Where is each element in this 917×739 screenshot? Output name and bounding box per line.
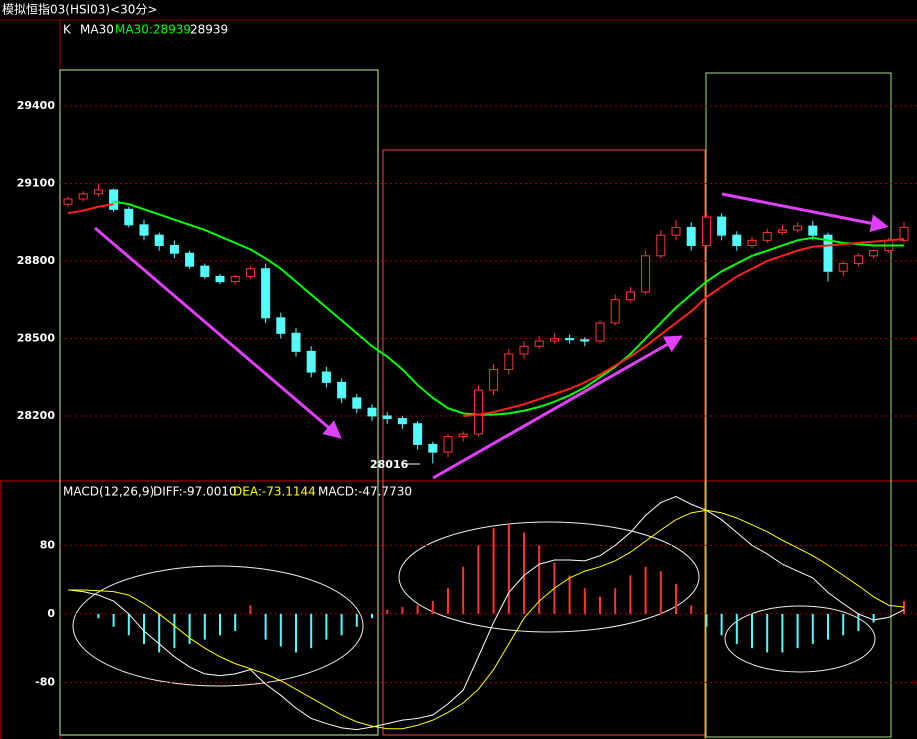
candle-body <box>63 198 73 205</box>
annotation: 28016 <box>370 458 409 471</box>
candle-body <box>656 234 666 257</box>
line-series <box>67 203 905 417</box>
candle-body <box>671 226 681 236</box>
candle-body <box>519 345 529 355</box>
candle-body <box>78 193 88 200</box>
legend: DIFF:-97.0010 <box>153 485 237 499</box>
candle-body <box>109 189 119 210</box>
candle-body <box>458 433 468 438</box>
candle-body <box>899 226 909 241</box>
plot: 28200 28500 28800 29100 29400 -80 0 80 <box>17 99 917 731</box>
candle-body <box>382 415 392 420</box>
candle-body <box>321 371 331 383</box>
candle-body <box>185 252 195 267</box>
candle-body <box>823 234 833 272</box>
highlight-box <box>705 72 892 738</box>
candle-body <box>610 299 620 324</box>
y-tick-label: 28500 <box>17 331 56 344</box>
candle-body <box>276 317 286 334</box>
candle-body <box>169 244 179 254</box>
candle-body <box>215 275 225 283</box>
candle-body <box>580 339 590 342</box>
y-tick-label: 29100 <box>17 176 56 189</box>
candle-body <box>625 291 635 301</box>
ellipse <box>724 605 876 673</box>
y-tick-label: 0 <box>47 607 55 620</box>
y-tick-label: 28800 <box>17 254 56 267</box>
candle-body <box>504 353 514 370</box>
y-tick-label: 29400 <box>17 99 56 112</box>
candle-body <box>367 407 377 417</box>
candle-body <box>230 275 240 283</box>
legend: MA30 <box>80 23 114 37</box>
arrow <box>721 192 889 233</box>
candle-body <box>139 224 149 236</box>
candle-body <box>732 234 742 246</box>
legend: MA30:28939 <box>115 23 191 37</box>
candle-body <box>534 340 544 347</box>
candle-body <box>853 255 863 265</box>
legend: K <box>63 23 72 37</box>
candle-body <box>200 265 210 277</box>
candle-body <box>793 225 803 231</box>
highlight-box <box>59 69 379 736</box>
candle-body <box>641 255 651 293</box>
y-tick-label: -80 <box>35 675 55 688</box>
candle-body <box>686 226 696 246</box>
candle-body <box>93 189 103 195</box>
line-series <box>67 496 905 731</box>
candle-body <box>838 263 848 272</box>
ellipse <box>72 565 364 687</box>
arrow <box>432 335 683 480</box>
candle-body <box>565 337 575 341</box>
legend: 28939 <box>190 23 228 37</box>
candle-body <box>261 268 271 319</box>
candle-body <box>291 332 301 352</box>
macd-title: MACD(12,26,9) <box>63 485 154 499</box>
y-tick-label: 28200 <box>17 409 56 422</box>
candle-body <box>549 337 559 342</box>
arrow <box>94 226 342 439</box>
candle-body <box>397 418 407 425</box>
candle-body <box>777 229 787 234</box>
candle-body <box>154 234 164 246</box>
candle-body <box>443 436 453 453</box>
candle-body <box>352 397 362 409</box>
window-title: 模拟恒指03(HSI03)<30分> <box>2 2 157 17</box>
ellipse <box>398 521 700 633</box>
candle-body <box>489 368 499 391</box>
candle-body <box>124 208 134 226</box>
candle-body <box>245 268 255 277</box>
candle-body <box>747 239 757 246</box>
legend: DEA:-73.1144 <box>233 485 316 499</box>
candle-body <box>337 381 347 399</box>
candle-body <box>762 232 772 241</box>
decorations <box>0 19 917 739</box>
highlight-box <box>382 149 706 736</box>
candle-body <box>808 225 818 236</box>
line-series <box>113 200 904 416</box>
candle-body <box>717 216 727 236</box>
legend: MACD:-47.7730 <box>318 485 412 499</box>
candle-body <box>428 443 438 453</box>
candle-body <box>701 216 711 246</box>
candle-body <box>473 389 483 435</box>
line-series <box>68 509 905 730</box>
candle-body <box>869 250 879 257</box>
arrows <box>94 192 889 480</box>
y-tick-label: 80 <box>40 538 56 551</box>
candle-body <box>595 322 605 342</box>
candle-body <box>413 423 423 445</box>
candle-body <box>306 350 316 373</box>
